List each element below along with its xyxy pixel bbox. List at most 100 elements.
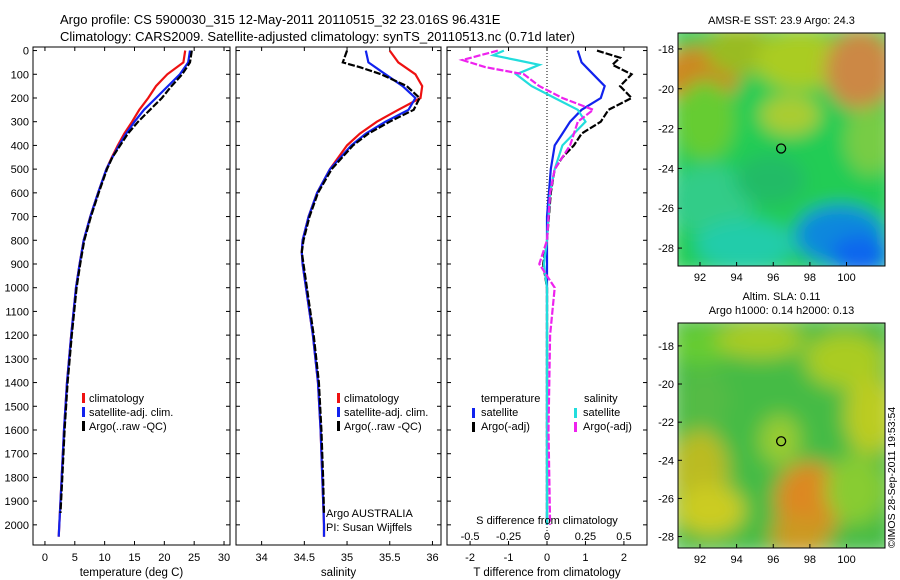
x2-tick-label: 0.25 xyxy=(575,531,596,543)
y-tick-label: -26 xyxy=(658,203,674,215)
map-title: AMSR-E SST: 23.9 Argo: 24.3 xyxy=(708,15,855,27)
y-tick-label: -20 xyxy=(658,84,674,96)
footer-credit: ©IMOS 28-Sep-2011 19:53:54 xyxy=(886,406,898,548)
x2-tick-label: -0.25 xyxy=(496,531,521,543)
legend-label: Argo(..raw -QC) xyxy=(89,421,167,433)
x-tick-label: 25 xyxy=(188,552,200,564)
series-group xyxy=(300,49,424,537)
y-tick-label: -22 xyxy=(658,417,674,429)
y-tick-label: 1200 xyxy=(5,330,29,342)
legend-swatch xyxy=(472,422,475,432)
y-tick-label: 0 xyxy=(23,46,29,58)
x-tick-label: 96 xyxy=(767,554,779,566)
x-axis-label: salinity xyxy=(321,567,356,579)
figure-title-line2: Climatology: CARS2009. Satellite-adjuste… xyxy=(60,29,575,44)
argo-position-marker xyxy=(775,143,787,154)
x-tick-label: 100 xyxy=(837,554,855,566)
y-tick-label: -28 xyxy=(658,243,674,255)
x-tick-label: 36 xyxy=(426,552,438,564)
profile-panel-1: 0 5 10 15 20 25 300100200300400500600700800900… xyxy=(5,46,231,579)
y-tick-label: 600 xyxy=(11,188,29,200)
x-tick-label: 5 xyxy=(72,552,78,564)
y-tick-label: -28 xyxy=(658,532,674,544)
y-tick-label: 1500 xyxy=(5,401,29,413)
x-tick-label: 0 xyxy=(42,552,48,564)
x-tick-label: 35.5 xyxy=(379,552,400,564)
x-tick-label: 98 xyxy=(804,554,816,566)
x-tick-label: 34.5 xyxy=(294,552,315,564)
legend-header-temperature: temperature xyxy=(481,393,540,405)
x-tick-label: 0 xyxy=(544,552,550,564)
legend-swatch xyxy=(472,408,475,418)
y-tick-label: -20 xyxy=(658,379,674,391)
legend-panel-2: climatology satellite-adj. clim. Argo(..ra… xyxy=(337,393,428,433)
x-tick-label: -1 xyxy=(504,552,514,564)
x-tick-label: 30 xyxy=(218,552,230,564)
legend-label: climatology xyxy=(89,393,145,405)
legend-swatch xyxy=(574,422,577,432)
series-group xyxy=(57,50,193,537)
legend-label: Argo(-adj) xyxy=(481,421,530,433)
legend-swatch xyxy=(82,393,85,403)
y-tick-label: 500 xyxy=(11,164,29,176)
series-line-3 xyxy=(300,50,421,514)
argo-position-marker xyxy=(775,436,787,447)
y-tick-label: 1600 xyxy=(5,425,29,437)
legend-label: satellite xyxy=(481,407,518,419)
legend-panel-1: climatology satellite-adj. clim. Argo(..ra… xyxy=(82,393,173,433)
x-tick-label: 94 xyxy=(730,554,742,566)
x-tick-label: 100 xyxy=(837,272,855,284)
x2-tick-label: 0 xyxy=(544,531,550,543)
series-line-2 xyxy=(57,50,192,537)
x-tick-label: 2 xyxy=(621,552,627,564)
y-tick-label: -24 xyxy=(658,455,674,467)
secondary-axis-label: S difference from climatology xyxy=(476,515,618,527)
map-subtitle: Argo h1000: 0.14 h2000: 0.13 xyxy=(709,305,855,317)
legend-swatch xyxy=(574,408,577,418)
y-tick-label: 900 xyxy=(11,259,29,271)
map-axes-1: AMSR-E SST: 23.9 Argo: 24.3 92 94 96 98 100 -1… xyxy=(658,15,856,284)
x-tick-label: 92 xyxy=(694,272,706,284)
x2-tick-label: 0.5 xyxy=(616,531,631,543)
y-tick-label: 1900 xyxy=(5,496,29,508)
legend-swatch xyxy=(82,407,85,417)
x-tick-label: 1 xyxy=(582,552,588,564)
x-tick-label: 34 xyxy=(256,552,268,564)
y-tick-label: 1100 xyxy=(5,306,29,318)
legend-swatch xyxy=(337,421,340,431)
x-tick-label: 94 xyxy=(730,272,742,284)
x-axis-label: temperature (deg C) xyxy=(80,567,184,579)
x-axis-label: T difference from climatology xyxy=(473,567,620,579)
x-tick-label: 92 xyxy=(694,554,706,566)
y-tick-label: 2000 xyxy=(5,520,29,532)
x-tick-label: 96 xyxy=(767,272,779,284)
legend-label: satellite xyxy=(583,407,620,419)
y-tick-label: -22 xyxy=(658,124,674,136)
y-tick-label: 400 xyxy=(11,140,29,152)
x2-tick-label: -0.5 xyxy=(461,531,480,543)
y-tick-label: -18 xyxy=(658,44,674,56)
plot-frame xyxy=(32,46,231,546)
series-line-1 xyxy=(57,50,187,537)
profile-panel-3: -2 -1 0 1 2T difference from climatology xyxy=(446,46,648,579)
legend-panel-3: temperature salinity satellite Argo(-adj) sa… xyxy=(461,393,632,543)
series-line-2 xyxy=(300,50,417,537)
sla-map xyxy=(677,322,886,549)
profile-panel-2: 34 34.5 35 35.5 36 salinity xyxy=(235,46,442,579)
y-tick-label: 1700 xyxy=(5,449,29,461)
y-tick-label: 300 xyxy=(11,117,29,129)
x-tick-label: -2 xyxy=(465,552,475,564)
y-tick-label: 800 xyxy=(11,235,29,247)
y-tick-label: -26 xyxy=(658,493,674,505)
x-tick-label: 98 xyxy=(804,272,816,284)
series-group xyxy=(458,49,634,525)
figure-title-line1: Argo profile: CS 5900030_315 12-May-2011… xyxy=(60,12,501,27)
legend-swatch xyxy=(337,393,340,403)
annotation-line1: Argo AUSTRALIA xyxy=(326,508,413,520)
y-tick-label: 1000 xyxy=(5,283,29,295)
series-line-3 xyxy=(59,50,193,514)
legend-label: Argo(..raw -QC) xyxy=(344,421,422,433)
y-tick-label: 100 xyxy=(11,69,29,81)
y-tick-label: 1400 xyxy=(5,378,29,390)
legend-swatch xyxy=(337,407,340,417)
